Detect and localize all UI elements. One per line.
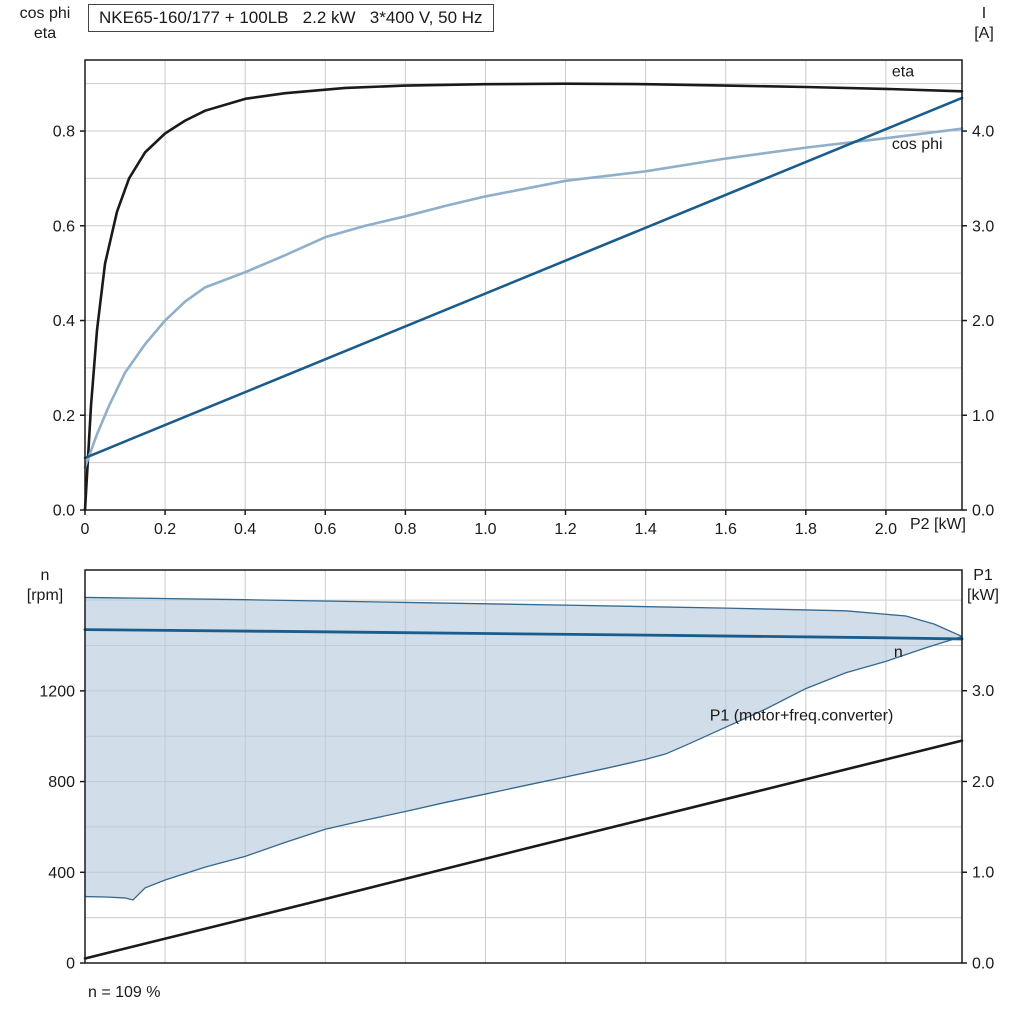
x-axis-title: P2 [kW]	[909, 516, 966, 533]
y-left-tick-label: 800	[48, 774, 75, 791]
annotation-p1-motor-freq-converter-: P1 (motor+freq.converter)	[710, 708, 894, 725]
x-tick-label: 0	[81, 521, 90, 538]
panel-bottom: 0 400 800 1200 0.0 1.0 2.0 3.0 n P1 (motor+freq.c…	[39, 569, 994, 973]
y-left-tick-label: 0	[66, 956, 75, 973]
series-eta	[83, 82, 964, 512]
y-left-tick-label: 0.8	[53, 124, 75, 141]
x-tick-label: 1.0	[474, 521, 496, 538]
y-right-tick-label: 1.0	[972, 865, 994, 882]
x-tick-label: 1.4	[635, 521, 657, 538]
top-left-axis-label: cos phi eta	[19, 5, 71, 42]
y-right-tick-label: 1.0	[972, 408, 994, 425]
chart-title: NKE65-160/177 + 100LB 2.2 kW 3*400 V, 50…	[88, 4, 494, 32]
y-right-tick-label: 4.0	[972, 124, 994, 141]
x-tick-label: 0.6	[314, 521, 336, 538]
top-right-axis-label: I [A]	[974, 5, 994, 42]
y-left-tick-label: 0.2	[53, 408, 75, 425]
band-lower-speed-control-range	[84, 635, 963, 901]
y-right-tick-label: 2.0	[972, 313, 994, 330]
y-right-tick-label: 3.0	[972, 683, 994, 700]
annotation-cos-phi: cos phi	[892, 136, 943, 153]
plot-border	[84, 59, 963, 511]
band-upper-speed-control-range	[84, 596, 963, 638]
y-right-tick-label: 2.0	[972, 774, 994, 791]
bottom-left-axis-label: n [rpm]	[26, 567, 64, 604]
x-tick-label: 2.0	[875, 521, 897, 538]
x-tick-label: 0.4	[234, 521, 256, 538]
speed-percentage-footnote: n = 109 %	[88, 984, 161, 1001]
y-left-tick-label: 0.4	[53, 313, 75, 330]
plot-border	[84, 569, 963, 964]
y-left-tick-label: 0.6	[53, 218, 75, 235]
x-tick-label: 1.6	[715, 521, 737, 538]
panel-top: 0 0.2 0.4 0.6 0.8 1.0 1.2 1.4 1.6 1.8 2.0 0.0 0.2 0.4…	[53, 59, 994, 538]
y-left-tick-label: 1200	[39, 683, 75, 700]
y-left-tick-label: 400	[48, 865, 75, 882]
annotation-eta: eta	[892, 64, 914, 81]
y-right-tick-label: 3.0	[972, 218, 994, 235]
y-right-tick-label: 0.0	[972, 503, 994, 520]
bottom-right-axis-label: P1 [kW]	[967, 567, 999, 604]
series-n-speed	[83, 628, 964, 641]
x-tick-label: 0.8	[394, 521, 416, 538]
annotation-n: n	[894, 644, 903, 661]
x-tick-label: 0.2	[154, 521, 176, 538]
x-tick-label: 1.2	[554, 521, 576, 538]
x-tick-label: 1.8	[795, 521, 817, 538]
series-P1-motor-freq-converter	[83, 739, 964, 960]
y-left-tick-label: 0.0	[53, 503, 75, 520]
series-cos-phi	[83, 127, 964, 469]
band-speed-control-range	[85, 597, 962, 900]
series-current-I	[83, 96, 964, 460]
y-right-tick-label: 0.0	[972, 956, 994, 973]
